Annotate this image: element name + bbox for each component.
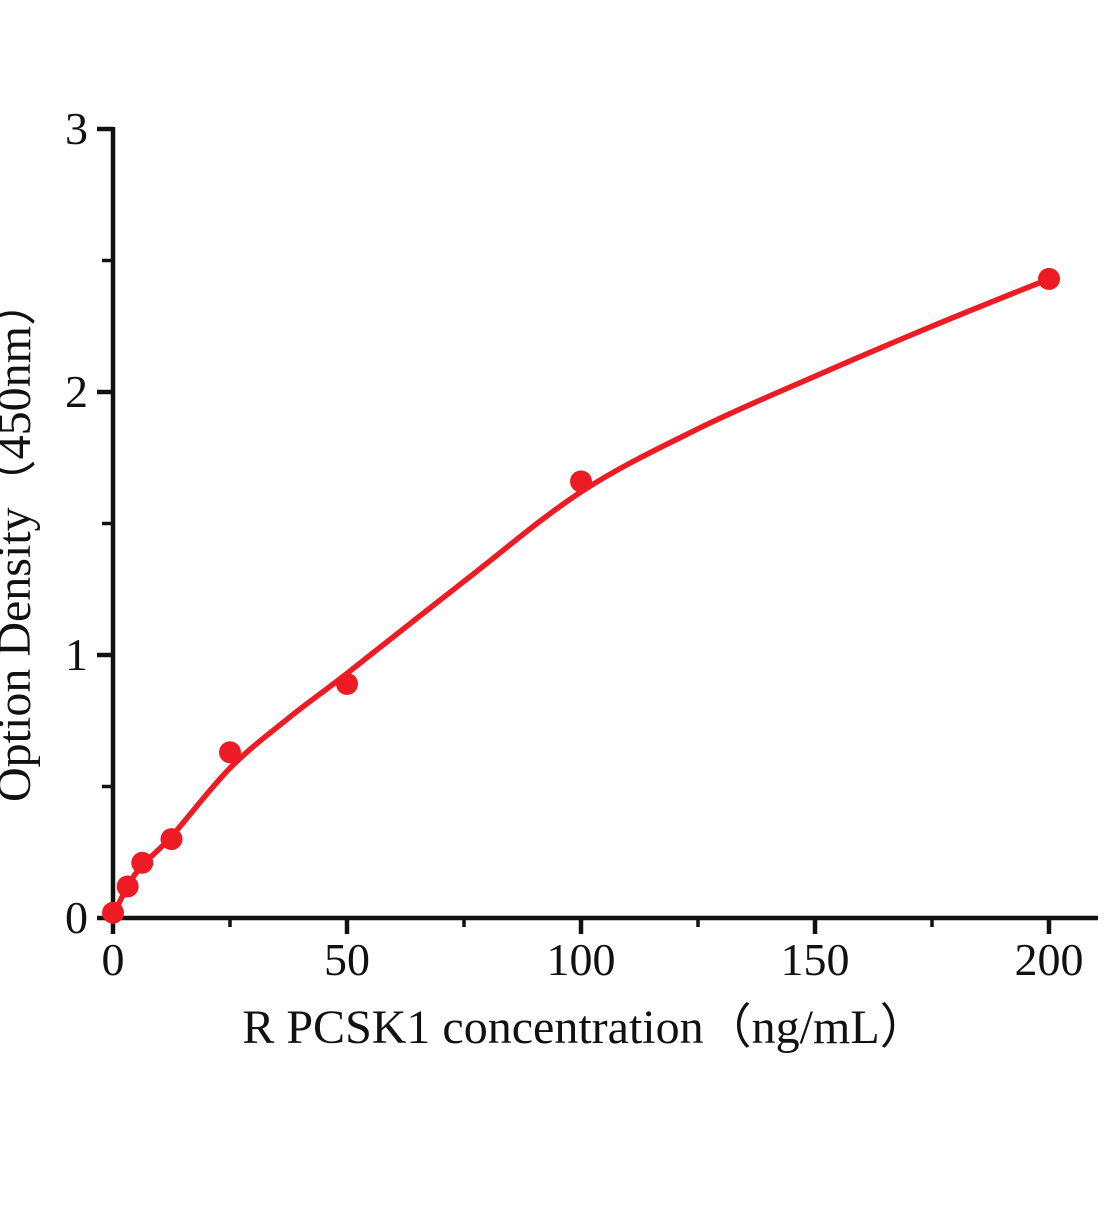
y-axis-title: Option Density（450nm） — [0, 278, 41, 802]
data-point — [160, 828, 183, 851]
x-axis-title: R PCSK1 concentration（ng/mL） — [242, 1001, 927, 1054]
data-point — [116, 875, 139, 898]
x-tick-label: 200 — [1015, 934, 1084, 985]
data-point — [219, 741, 241, 764]
data-point — [131, 851, 154, 874]
data-point — [336, 672, 358, 695]
y-tick-label: 2 — [65, 366, 88, 417]
fit-curve-line — [110, 276, 1052, 919]
x-tick-label: 150 — [781, 934, 850, 985]
data-point — [570, 470, 592, 493]
x-tick-label: 0 — [102, 934, 125, 985]
tick-marks — [97, 126, 1052, 934]
data-point — [102, 901, 124, 924]
tick-labels: 0 50 100 150 200 0 1 2 3 — [65, 103, 1084, 985]
x-tick-label: 50 — [324, 934, 370, 985]
y-tick-label: 0 — [65, 892, 88, 943]
x-tick-label: 100 — [547, 934, 616, 985]
data-point — [1038, 267, 1060, 290]
y-tick-label: 3 — [65, 103, 88, 154]
y-tick-label: 1 — [65, 629, 88, 680]
data-points — [102, 267, 1060, 924]
axes — [104, 127, 1098, 921]
